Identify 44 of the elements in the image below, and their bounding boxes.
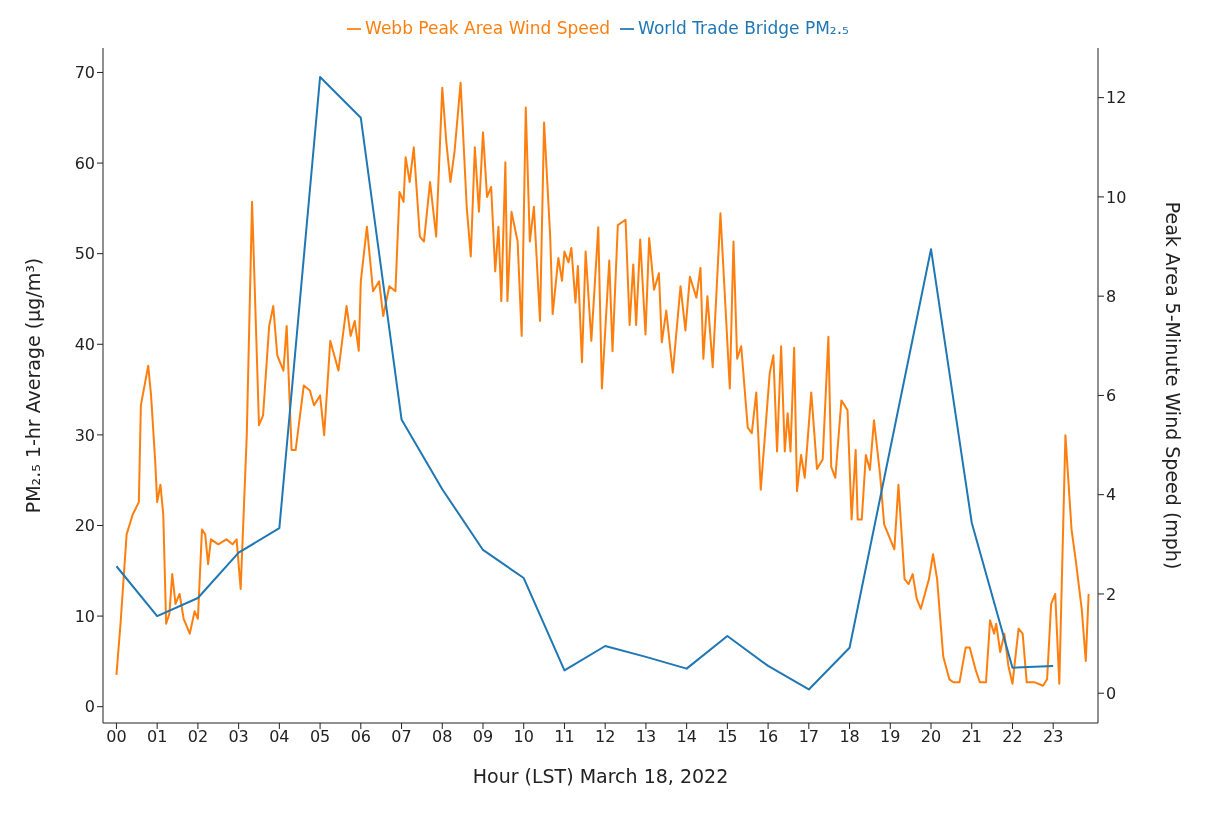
y-axis-title: PM₂.₅ 1-hr Average (µg/m³) (21, 257, 44, 514)
x-tick-label: 10 (513, 727, 534, 747)
x-tick-label: 09 (472, 727, 494, 747)
x-tick-label: 00 (106, 727, 127, 747)
x-tick-label: 18 (839, 727, 860, 747)
y-tick-label: 70 (74, 63, 95, 83)
y2-axis-title: Peak Area 5-Minute Wind Speed (mph) (1162, 201, 1185, 570)
legend-label: Webb Peak Area Wind Speed (365, 18, 611, 38)
y-tick-label: 30 (74, 425, 95, 445)
x-tick-label: 16 (757, 727, 779, 747)
x-tick-label: 01 (146, 727, 168, 747)
x-tick-label: 22 (1002, 727, 1023, 747)
x-tick-label: 04 (269, 727, 290, 747)
x-tick-label: 15 (717, 727, 738, 747)
x-tick-label: 21 (961, 727, 982, 747)
x-tick-label: 19 (880, 727, 901, 747)
y-tick-label: 60 (74, 153, 95, 173)
y2-tick-label: 12 (1106, 88, 1127, 108)
x-tick-label: 14 (676, 727, 697, 747)
x-tick-label: 11 (554, 727, 575, 747)
x-tick-label: 03 (228, 727, 249, 747)
y2-tick-label: 2 (1106, 584, 1117, 604)
y2-tick-label: 10 (1106, 187, 1127, 207)
x-tick-label: 06 (350, 727, 371, 747)
y2-tick-label: 0 (1106, 683, 1117, 703)
y-tick-label: 40 (74, 334, 95, 354)
y2-tick-label: 6 (1106, 386, 1117, 406)
x-tick-label: 12 (595, 727, 616, 747)
x-tick-label: 13 (635, 727, 657, 747)
y2-tick-label: 4 (1106, 485, 1117, 505)
x-tick-label: 07 (391, 727, 412, 747)
x-tick-label: 23 (1043, 727, 1064, 747)
x-tick-label: 20 (920, 727, 942, 747)
y-tick-label: 20 (74, 516, 95, 536)
x-tick-label: 08 (432, 727, 453, 747)
legend-label: World Trade Bridge PM₂.₅ (638, 18, 849, 38)
x-axis-title: Hour (LST) March 18, 2022 (472, 765, 729, 787)
x-tick-label: 02 (187, 727, 209, 747)
y-tick-label: 50 (74, 244, 95, 264)
y-tick-label: 0 (84, 697, 95, 717)
x-tick-label: 17 (798, 727, 820, 747)
y2-tick-label: 8 (1106, 286, 1117, 306)
x-tick-label: 05 (309, 727, 331, 747)
y-tick-label: 10 (74, 606, 95, 626)
